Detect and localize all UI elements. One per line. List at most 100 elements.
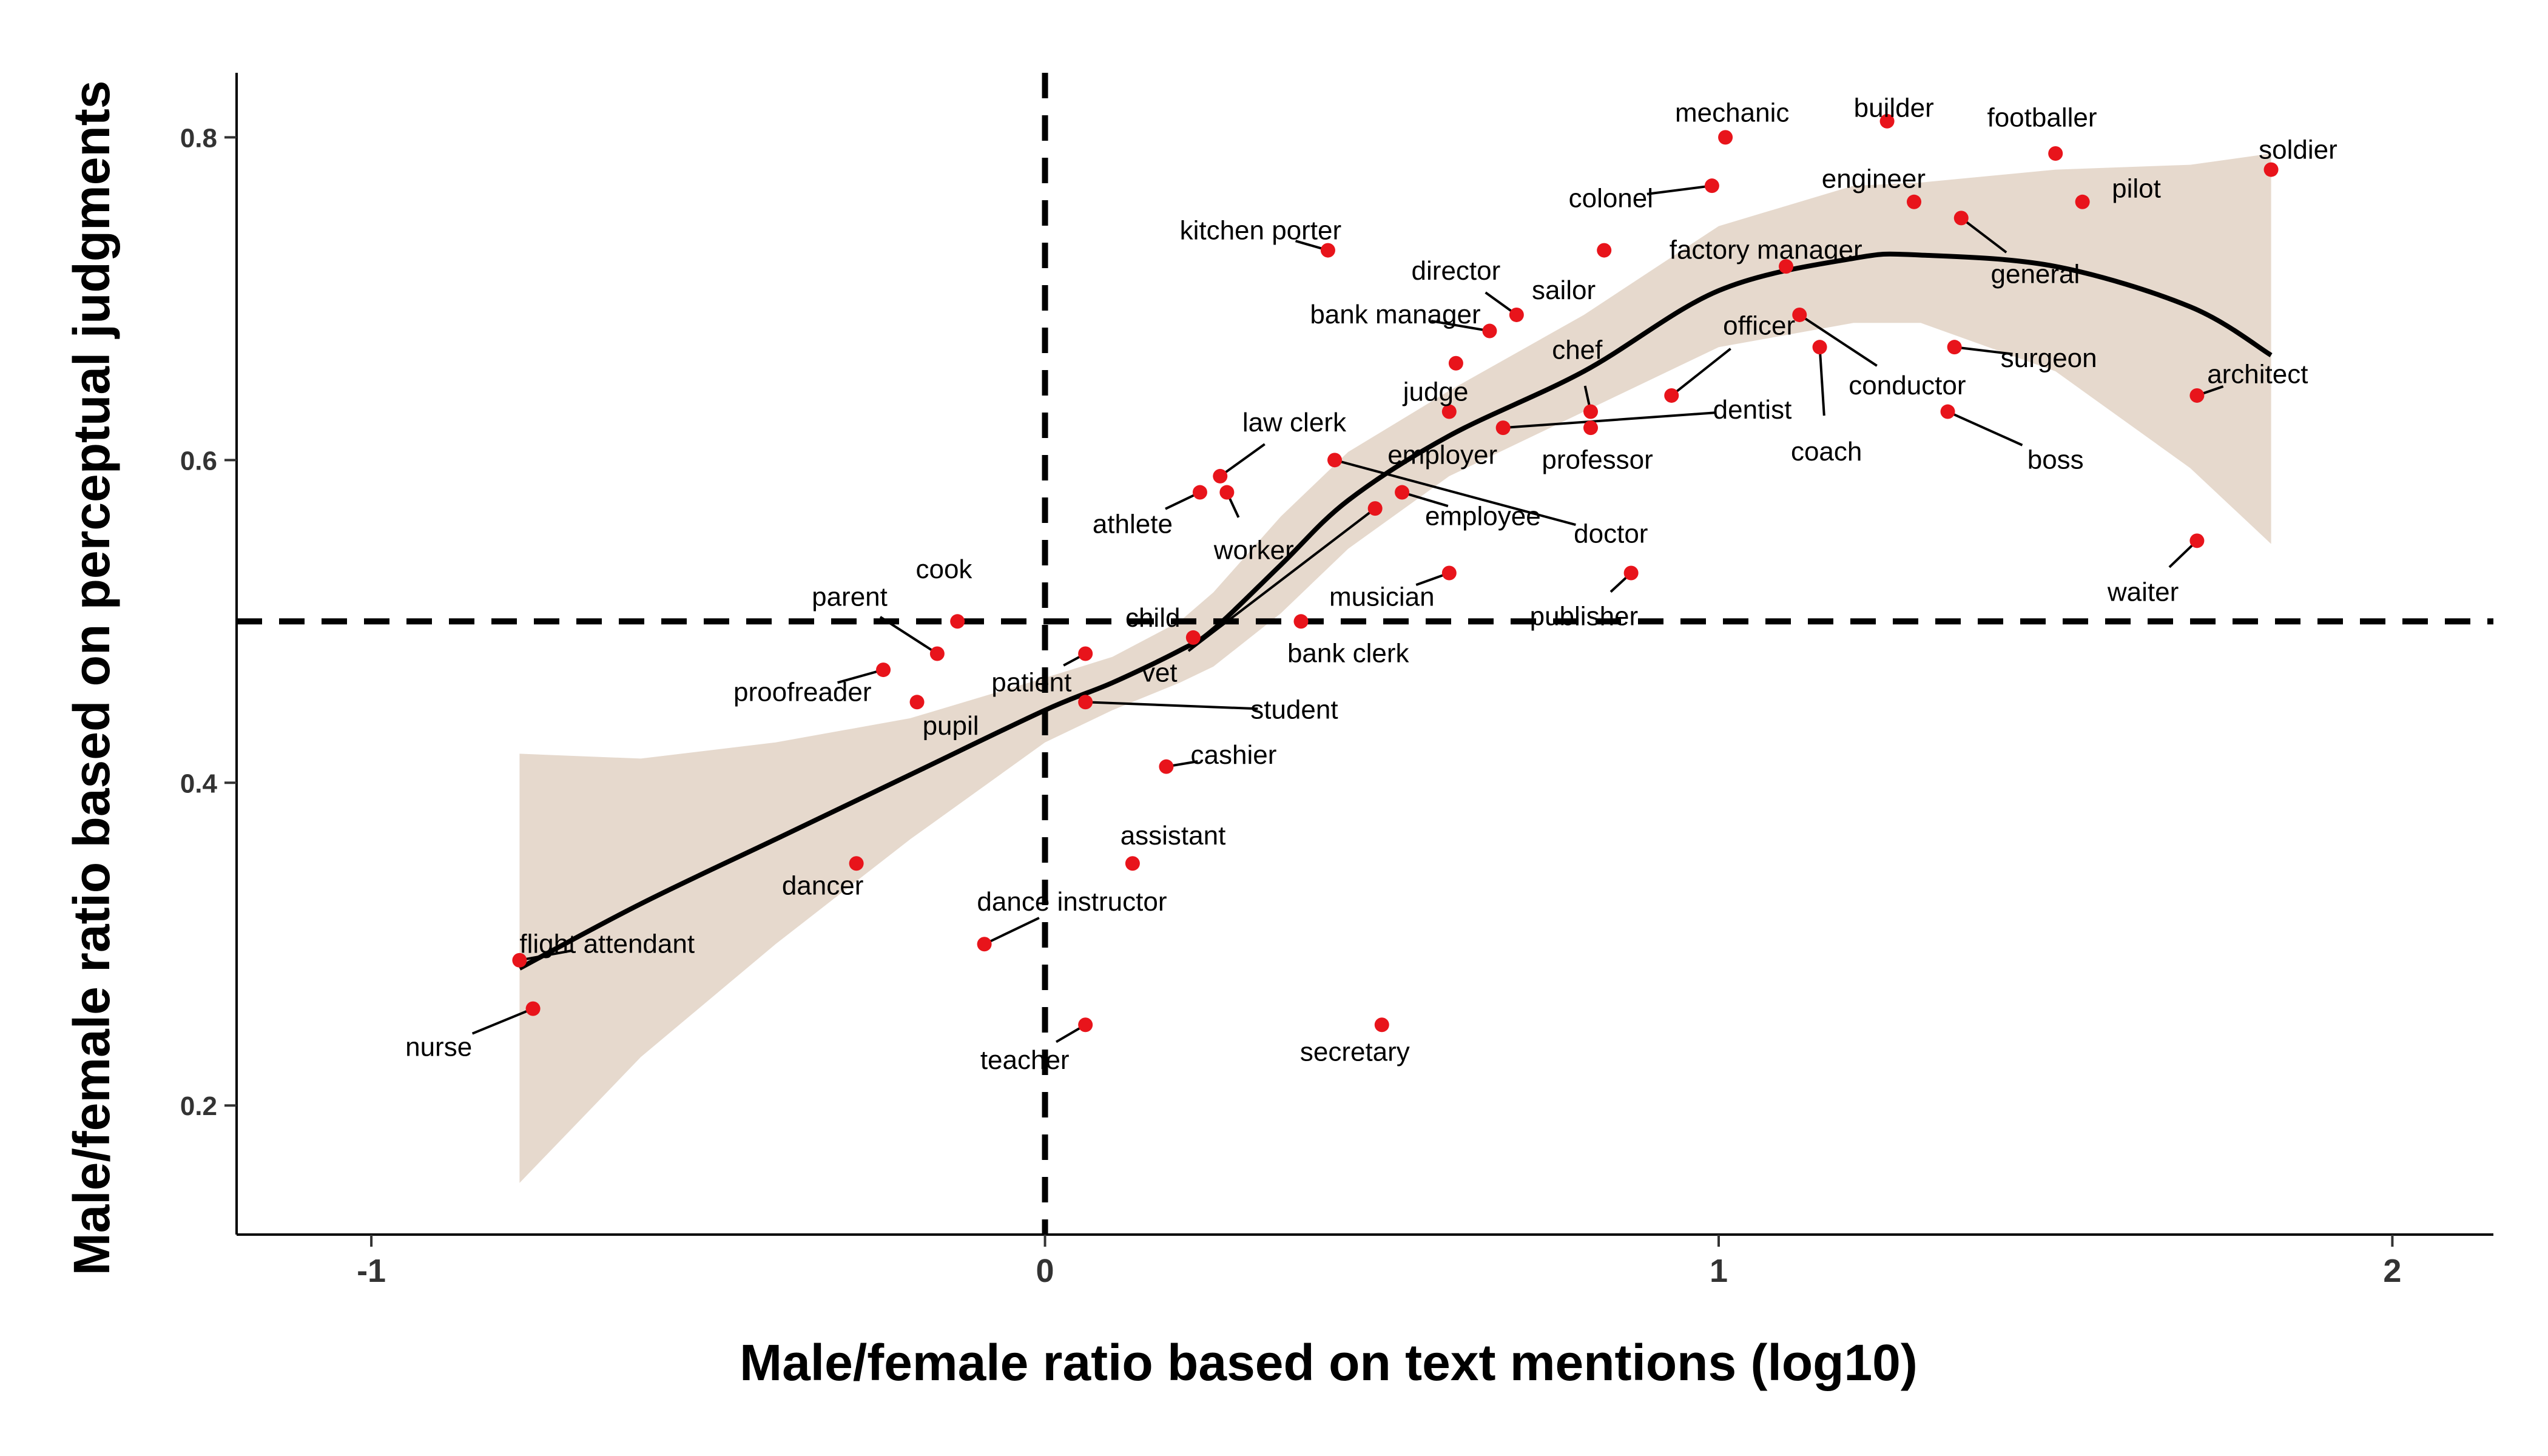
data-point: [2189, 533, 2205, 548]
point-label: child: [1125, 603, 1181, 633]
y-tick-label: 0.6: [180, 446, 217, 476]
data-point: [1664, 388, 1679, 403]
point-label: secretary: [1300, 1037, 1410, 1067]
x-axis-ticks: -1 0 1 2: [357, 1235, 2401, 1289]
point-label: parent: [812, 582, 888, 612]
point-label: dentist: [1713, 395, 1792, 425]
point-label: publisher: [1530, 601, 1639, 631]
data-point: [849, 856, 864, 871]
point-label: worker: [1213, 535, 1294, 565]
point-label: chef: [1552, 335, 1603, 365]
data-point: [1125, 856, 1140, 871]
data-point: [929, 646, 945, 661]
leader-line: [1671, 348, 1731, 397]
point-label: nurse: [405, 1032, 472, 1062]
leader-line: [1799, 314, 1878, 367]
data-point: [2075, 194, 2090, 209]
point-label: factory manager: [1670, 235, 1862, 265]
smooth-fit-layer: [518, 251, 2273, 971]
data-point: [1327, 453, 1343, 468]
data-point: [1320, 243, 1335, 258]
point-label: employee: [1425, 501, 1541, 531]
smooth-fit-line: [518, 251, 2273, 971]
data-point: [2189, 388, 2205, 403]
point-label: doctor: [1574, 519, 1648, 549]
leader-line: [519, 949, 572, 962]
data-point: [977, 937, 992, 952]
point-label: colonel: [1569, 183, 1653, 213]
data-point: [1219, 485, 1235, 500]
point-label: conductor: [1849, 371, 1966, 400]
data-point: [2048, 146, 2063, 161]
point-label: proofreader: [733, 677, 871, 707]
confidence-band-layer: [519, 153, 2271, 1183]
point-label: professor: [1542, 445, 1653, 474]
point-label: architect: [2207, 359, 2308, 389]
data-point: [1623, 565, 1639, 581]
data-point: [1597, 243, 1612, 258]
point-label: kitchen porter: [1180, 216, 1342, 246]
data-point: [876, 662, 891, 678]
point-label: dance instructor: [977, 887, 1167, 917]
confidence-band: [519, 153, 2271, 1183]
point-label: mechanic: [1675, 98, 1789, 127]
point-label: footballer: [1987, 103, 2097, 132]
point-label-layer: mechanic builder footballer soldier engineer…: [405, 93, 2337, 1075]
point-label: officer: [1723, 311, 1795, 341]
leader-line: [1960, 217, 2007, 254]
leader-line: [879, 616, 938, 655]
leader-line: [1085, 701, 1258, 710]
leader-line: [1954, 346, 2013, 356]
point-label: builder: [1854, 93, 1934, 123]
point-label: surgeon: [2001, 343, 2097, 373]
point-label: musician: [1329, 582, 1435, 612]
data-point: [1879, 113, 1895, 129]
point-label: cashier: [1191, 740, 1277, 770]
data-point: [2263, 162, 2279, 177]
data-point: [1078, 695, 1093, 710]
point-label: director: [1412, 256, 1501, 286]
data-point: [1940, 404, 1955, 419]
leader-line: [1947, 410, 2023, 447]
leader-line: [1646, 184, 1713, 195]
data-point: [1185, 630, 1201, 645]
x-tick-label: 1: [1710, 1253, 1728, 1289]
data-point: [1509, 307, 1524, 322]
data-point: [1947, 340, 1962, 355]
leader-line: [471, 1007, 534, 1035]
data-point: [1583, 404, 1598, 419]
leader-line: [983, 917, 1040, 946]
data-point: [1078, 646, 1093, 661]
leader-line: [1503, 411, 1716, 430]
x-tick-label: -1: [357, 1253, 386, 1289]
data-point: [1953, 211, 1969, 226]
point-label: soldier: [2259, 135, 2337, 165]
leader-line: [837, 669, 884, 684]
data-point: [1441, 404, 1457, 419]
data-point: [1395, 485, 1410, 500]
data-point: [1583, 420, 1598, 436]
data-point: [950, 614, 965, 629]
y-tick-label: 0.4: [180, 769, 218, 798]
data-point: [1792, 307, 1807, 322]
point-label: teacher: [980, 1045, 1070, 1075]
data-point: [1441, 565, 1457, 581]
point-label: judge: [1402, 377, 1469, 407]
data-point: [1495, 420, 1511, 436]
data-point: [1192, 485, 1207, 500]
point-label: law clerk: [1242, 408, 1347, 437]
leader-line: [1401, 491, 1449, 508]
leader-line: [1187, 507, 1376, 652]
data-point: [1159, 759, 1174, 774]
axis-layer: -1 0 1 2 0.2 0.4 0.6 0.8: [180, 73, 2493, 1289]
data-point-layer: [512, 113, 2279, 1033]
leader-line: [1334, 459, 1576, 527]
y-tick-label: 0.2: [180, 1091, 217, 1121]
point-label: coach: [1791, 437, 1862, 467]
data-point: [512, 952, 527, 968]
leader-line: [1431, 320, 1490, 332]
data-point: [1367, 501, 1383, 516]
data-point: [909, 695, 925, 710]
